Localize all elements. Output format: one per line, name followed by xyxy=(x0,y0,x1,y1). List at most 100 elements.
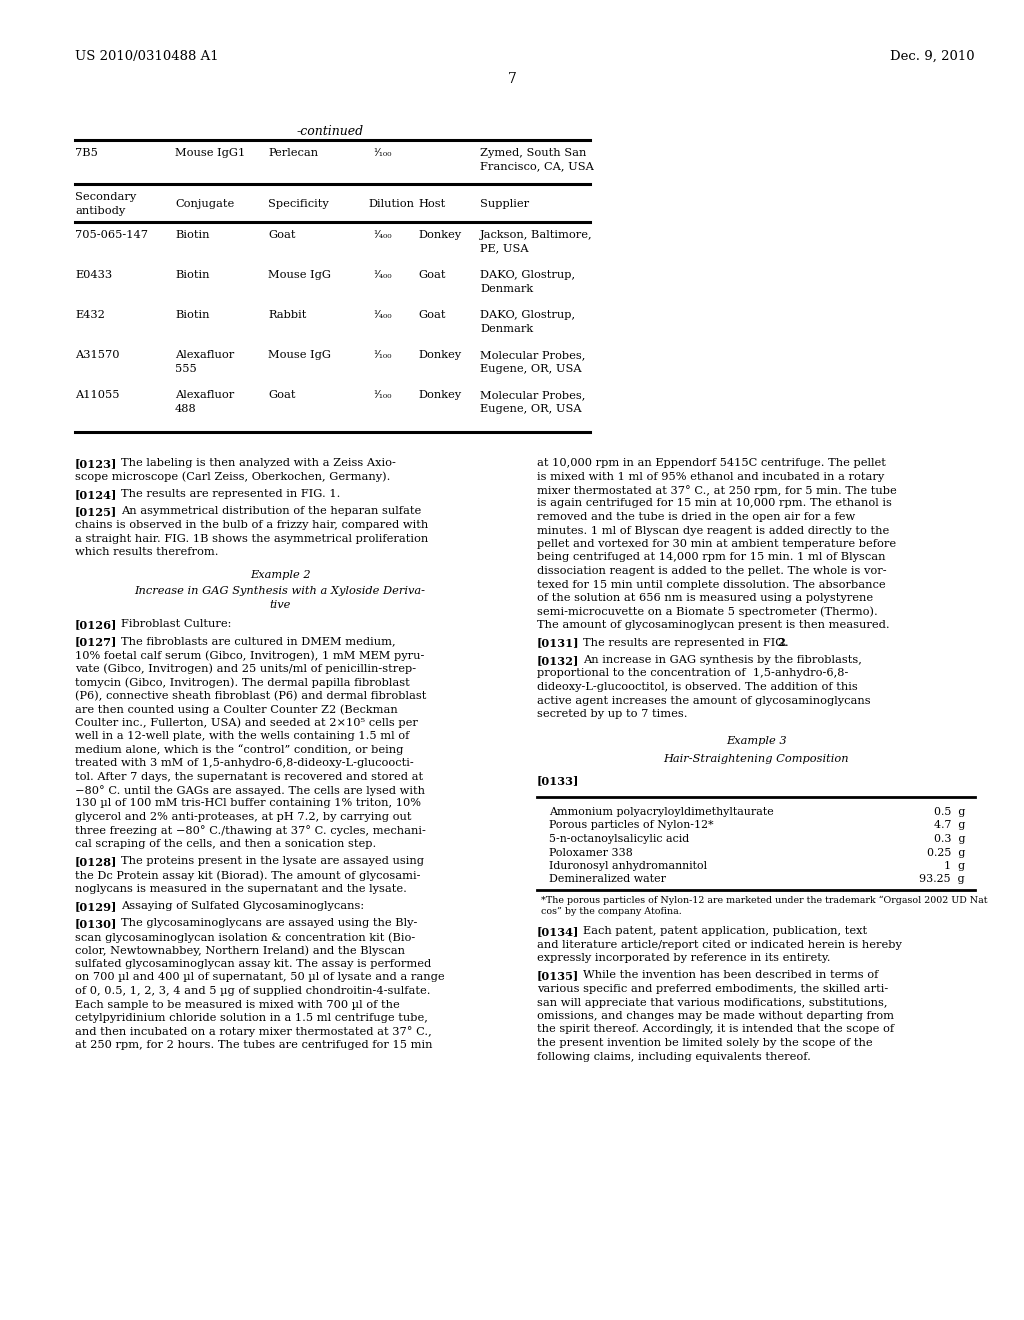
Text: [0125]: [0125] xyxy=(75,507,118,517)
Text: tol. After 7 days, the supernatant is recovered and stored at: tol. After 7 days, the supernatant is re… xyxy=(75,771,423,781)
Text: ¹⁄₄₀₀: ¹⁄₄₀₀ xyxy=(373,230,391,240)
Text: Fibroblast Culture:: Fibroblast Culture: xyxy=(121,619,231,630)
Text: DAKO, Glostrup,: DAKO, Glostrup, xyxy=(480,271,575,280)
Text: is mixed with 1 ml of 95% ethanol and incubated in a rotary: is mixed with 1 ml of 95% ethanol and in… xyxy=(537,471,885,482)
Text: cal scraping of the cells, and then a sonication step.: cal scraping of the cells, and then a so… xyxy=(75,840,376,849)
Text: [0129]: [0129] xyxy=(75,902,118,912)
Text: 705-065-147: 705-065-147 xyxy=(75,230,148,240)
Text: san will appreciate that various modifications, substitutions,: san will appreciate that various modific… xyxy=(537,998,888,1007)
Text: 488: 488 xyxy=(175,404,197,413)
Text: While the invention has been described in terms of: While the invention has been described i… xyxy=(583,970,879,981)
Text: texed for 15 min until complete dissolution. The absorbance: texed for 15 min until complete dissolut… xyxy=(537,579,886,590)
Text: Porous particles of Nylon-12*: Porous particles of Nylon-12* xyxy=(549,821,714,830)
Text: scope microscope (Carl Zeiss, Oberkochen, Germany).: scope microscope (Carl Zeiss, Oberkochen… xyxy=(75,471,390,482)
Text: semi-microcuvette on a Biomate 5 spectrometer (Thermo).: semi-microcuvette on a Biomate 5 spectro… xyxy=(537,606,878,616)
Text: Goat: Goat xyxy=(418,310,445,319)
Text: noglycans is measured in the supernatant and the lysate.: noglycans is measured in the supernatant… xyxy=(75,883,407,894)
Text: are then counted using a Coulter Counter Z2 (Beckman: are then counted using a Coulter Counter… xyxy=(75,704,397,714)
Text: Perlecan: Perlecan xyxy=(268,148,318,158)
Text: 7: 7 xyxy=(508,73,516,86)
Text: Secondary: Secondary xyxy=(75,191,136,202)
Text: and then incubated on a rotary mixer thermostated at 37° C.,: and then incubated on a rotary mixer the… xyxy=(75,1027,432,1038)
Text: 7B5: 7B5 xyxy=(75,148,98,158)
Text: sulfated glycosaminoglycan assay kit. The assay is performed: sulfated glycosaminoglycan assay kit. Th… xyxy=(75,960,431,969)
Text: Mouse IgG: Mouse IgG xyxy=(268,271,331,280)
Text: [0128]: [0128] xyxy=(75,857,118,867)
Text: 555: 555 xyxy=(175,363,197,374)
Text: Goat: Goat xyxy=(268,389,296,400)
Text: *The porous particles of Nylon-12 are marketed under the trademark “Orgasol 2002: *The porous particles of Nylon-12 are ma… xyxy=(541,896,987,906)
Text: expressly incorporated by reference in its entirety.: expressly incorporated by reference in i… xyxy=(537,953,830,964)
Text: [0124]: [0124] xyxy=(75,488,118,500)
Text: ¹⁄₁₀₀: ¹⁄₁₀₀ xyxy=(373,350,391,360)
Text: three freezing at −80° C./thawing at 37° C. cycles, mechani-: three freezing at −80° C./thawing at 37°… xyxy=(75,825,426,837)
Text: Donkey: Donkey xyxy=(418,389,461,400)
Text: 5-n-octanoylsalicylic acid: 5-n-octanoylsalicylic acid xyxy=(549,834,689,843)
Text: removed and the tube is dried in the open air for a few: removed and the tube is dried in the ope… xyxy=(537,512,855,521)
Text: ¹⁄₁₀₀: ¹⁄₁₀₀ xyxy=(373,389,391,400)
Text: .: . xyxy=(785,638,788,648)
Text: [0135]: [0135] xyxy=(537,970,580,982)
Text: Eugene, OR, USA: Eugene, OR, USA xyxy=(480,404,582,413)
Text: the spirit thereof. Accordingly, it is intended that the scope of: the spirit thereof. Accordingly, it is i… xyxy=(537,1024,894,1035)
Text: dissociation reagent is added to the pellet. The whole is vor-: dissociation reagent is added to the pel… xyxy=(537,566,887,576)
Text: pellet and vortexed for 30 min at ambient temperature before: pellet and vortexed for 30 min at ambien… xyxy=(537,539,896,549)
Text: Denmark: Denmark xyxy=(480,284,534,293)
Text: color, Newtownabbey, Northern Ireland) and the Blyscan: color, Newtownabbey, Northern Ireland) a… xyxy=(75,945,406,956)
Text: Molecular Probes,: Molecular Probes, xyxy=(480,350,586,360)
Text: antibody: antibody xyxy=(75,206,125,215)
Text: Example 3: Example 3 xyxy=(726,737,786,747)
Text: Rabbit: Rabbit xyxy=(268,310,306,319)
Text: and literature article/report cited or indicated herein is hereby: and literature article/report cited or i… xyxy=(537,940,902,949)
Text: E0433: E0433 xyxy=(75,271,112,280)
Text: scan glycosaminoglycan isolation & concentration kit (Bio-: scan glycosaminoglycan isolation & conce… xyxy=(75,932,416,942)
Text: An increase in GAG synthesis by the fibroblasts,: An increase in GAG synthesis by the fibr… xyxy=(583,655,862,665)
Text: 1  g: 1 g xyxy=(944,861,965,871)
Text: various specific and preferred embodiments, the skilled arti-: various specific and preferred embodimen… xyxy=(537,983,888,994)
Text: Poloxamer 338: Poloxamer 338 xyxy=(549,847,633,858)
Text: mixer thermostated at 37° C., at 250 rpm, for 5 min. The tube: mixer thermostated at 37° C., at 250 rpm… xyxy=(537,484,897,496)
Text: Donkey: Donkey xyxy=(418,230,461,240)
Text: The proteins present in the lysate are assayed using: The proteins present in the lysate are a… xyxy=(121,857,424,866)
Text: Jackson, Baltimore,: Jackson, Baltimore, xyxy=(480,230,593,240)
Text: 0.25  g: 0.25 g xyxy=(927,847,965,858)
Text: Mouse IgG: Mouse IgG xyxy=(268,350,331,360)
Text: Conjugate: Conjugate xyxy=(175,199,234,209)
Text: 0.3  g: 0.3 g xyxy=(934,834,965,843)
Text: Goat: Goat xyxy=(418,271,445,280)
Text: ¹⁄₄₀₀: ¹⁄₄₀₀ xyxy=(373,271,391,280)
Text: being centrifuged at 14,000 rpm for 15 min. 1 ml of Blyscan: being centrifuged at 14,000 rpm for 15 m… xyxy=(537,553,886,562)
Text: Mouse IgG1: Mouse IgG1 xyxy=(175,148,246,158)
Text: Biotin: Biotin xyxy=(175,271,210,280)
Text: [0132]: [0132] xyxy=(537,655,580,667)
Text: Host: Host xyxy=(418,199,445,209)
Text: Supplier: Supplier xyxy=(480,199,529,209)
Text: -continued: -continued xyxy=(296,125,364,139)
Text: tive: tive xyxy=(269,599,291,610)
Text: Zymed, South San: Zymed, South San xyxy=(480,148,587,158)
Text: [0131]: [0131] xyxy=(537,638,580,648)
Text: Demineralized water: Demineralized water xyxy=(549,874,666,884)
Text: ¹⁄₁₀₀: ¹⁄₁₀₀ xyxy=(373,148,391,158)
Text: at 10,000 rpm in an Eppendorf 5415C centrifuge. The pellet: at 10,000 rpm in an Eppendorf 5415C cent… xyxy=(537,458,886,469)
Text: chains is observed in the bulb of a frizzy hair, compared with: chains is observed in the bulb of a friz… xyxy=(75,520,428,531)
Text: on 700 µl and 400 µl of supernatant, 50 µl of lysate and a range: on 700 µl and 400 µl of supernatant, 50 … xyxy=(75,973,444,982)
Text: 93.25  g: 93.25 g xyxy=(920,874,965,884)
Text: 10% foetal calf serum (Gibco, Invitrogen), 1 mM MEM pyru-: 10% foetal calf serum (Gibco, Invitrogen… xyxy=(75,649,424,660)
Text: [0127]: [0127] xyxy=(75,636,118,648)
Text: which results therefrom.: which results therefrom. xyxy=(75,546,218,557)
Text: 2: 2 xyxy=(777,638,784,648)
Text: Iduronosyl anhydromannitol: Iduronosyl anhydromannitol xyxy=(549,861,708,871)
Text: Molecular Probes,: Molecular Probes, xyxy=(480,389,586,400)
Text: the present invention be limited solely by the scope of the: the present invention be limited solely … xyxy=(537,1038,872,1048)
Text: glycerol and 2% anti-proteases, at pH 7.2, by carrying out: glycerol and 2% anti-proteases, at pH 7.… xyxy=(75,812,412,822)
Text: cos” by the company Atofina.: cos” by the company Atofina. xyxy=(541,907,682,916)
Text: 4.7  g: 4.7 g xyxy=(934,821,965,830)
Text: Dec. 9, 2010: Dec. 9, 2010 xyxy=(891,50,975,63)
Text: Alexafluor: Alexafluor xyxy=(175,389,234,400)
Text: [0134]: [0134] xyxy=(537,927,580,937)
Text: DAKO, Glostrup,: DAKO, Glostrup, xyxy=(480,310,575,319)
Text: Eugene, OR, USA: Eugene, OR, USA xyxy=(480,363,582,374)
Text: Donkey: Donkey xyxy=(418,350,461,360)
Text: Ammonium polyacryloyldimethyltaurate: Ammonium polyacryloyldimethyltaurate xyxy=(549,807,774,817)
